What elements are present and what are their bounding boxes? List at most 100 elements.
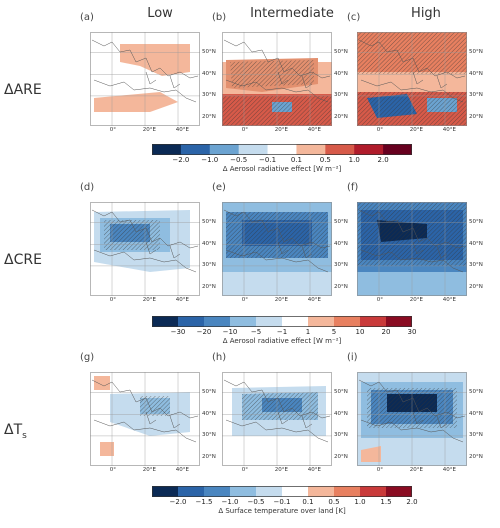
latitude-label: 40°N xyxy=(334,410,348,417)
column-header-high: High xyxy=(411,6,441,21)
colorbar-tick-label: 2.0 xyxy=(377,156,389,164)
longitude-label: 20°E xyxy=(142,467,157,473)
panel-letter: (g) xyxy=(80,352,95,363)
map-frame xyxy=(90,372,200,466)
colorbar-frame xyxy=(152,316,412,327)
latitude-label: 30°N xyxy=(469,432,483,439)
latitude-label: 30°N xyxy=(469,92,483,99)
colorbar-segment xyxy=(282,486,309,497)
map-image xyxy=(90,202,200,296)
colorbar-frame xyxy=(152,144,412,155)
latitude-label: 50°N xyxy=(469,218,483,225)
map-image xyxy=(90,372,200,466)
colorbar-tick-label: −1.5 xyxy=(195,498,213,506)
longitude-label: 40°E xyxy=(307,127,322,133)
colorbar-2: −30 −20 −10 −5 −1 1 5 10 20 30 Δ Aerosol radiative… xyxy=(152,316,416,352)
latitude-label: 30°N xyxy=(334,92,348,99)
colorbar-tick-label: −2.0 xyxy=(172,156,190,164)
colorbar-scale xyxy=(152,486,412,497)
colorbar-segment xyxy=(308,316,335,327)
colorbar-segment xyxy=(209,144,240,155)
longitude-label: 0° xyxy=(376,467,384,473)
latitude-label: 50°N xyxy=(202,48,216,55)
colorbar-tick-label: 1.5 xyxy=(380,498,392,506)
column-header-low: Low xyxy=(147,6,173,21)
map-image xyxy=(357,32,467,126)
map-panel-e: (e) 50°N 40°N 30°N 20°N 0° 20°E 40°E xyxy=(212,182,348,303)
map-image xyxy=(357,202,467,296)
latitude-label: 40°N xyxy=(202,70,216,77)
panel-letter: (e) xyxy=(212,182,226,193)
colorbar-segment xyxy=(204,316,231,327)
colorbar-tick-label: −0.5 xyxy=(247,498,265,506)
column-header-intermediate: Intermediate xyxy=(250,6,334,21)
colorbar-segment xyxy=(334,316,361,327)
longitude-label: 20°E xyxy=(274,297,289,303)
longitude-label: 40°E xyxy=(307,467,322,473)
map-significance-hatch xyxy=(242,392,318,420)
latitude-label: 40°N xyxy=(202,410,216,417)
colorbar-tick-label: 0.1 xyxy=(290,156,302,164)
coastline xyxy=(91,379,199,443)
colorbar-tick-label: −20 xyxy=(196,328,212,336)
map-image xyxy=(222,372,332,466)
longitude-label: 40°E xyxy=(442,467,457,473)
panel-letter: (i) xyxy=(347,352,358,363)
panel-letter: (f) xyxy=(347,182,359,193)
coastline xyxy=(358,379,466,443)
colorbar-segment xyxy=(230,316,257,327)
panel-letter: (b) xyxy=(212,12,227,23)
latitude-label: 30°N xyxy=(469,262,483,269)
longitude-label: 0° xyxy=(376,297,384,303)
colorbar-tick-label: 1.0 xyxy=(354,498,366,506)
map-panel-b: (b) 50°N 40°N 30°N 20°N 0° 20°E 40°E xyxy=(212,12,348,133)
map-panel-f: (f) 50°N 40°N 30°N 20°N 0° 20°E 40°E xyxy=(347,182,483,303)
colorbar-segment xyxy=(256,486,283,497)
latitude-label: 50°N xyxy=(469,48,483,55)
map-panel-h: (h) 50°N 40°N 30°N 20°N 0° 20°E 40°E xyxy=(212,352,348,473)
row-label-cre: ΔCRE xyxy=(4,252,42,268)
map-panel-g: (g) 50°N 40°N 30°N 20°N 0° 20°E 40°E xyxy=(80,352,216,473)
map-frame xyxy=(222,32,332,126)
colorbar-segment xyxy=(383,144,412,155)
row-label-ts-sub: s xyxy=(22,430,27,441)
map-panel-i: (i) 50°N 40°N 30°N 20°N 0° 20°E 40°E xyxy=(347,352,483,473)
latitude-label: 30°N xyxy=(202,262,216,269)
latitude-label: 30°N xyxy=(334,262,348,269)
longitude-label: 20°E xyxy=(274,467,289,473)
colorbar-segment xyxy=(152,316,179,327)
longitude-label: 20°E xyxy=(274,127,289,133)
colorbar-tick-label: 0.5 xyxy=(319,156,331,164)
colorbar-tick-label: −1.0 xyxy=(221,498,239,506)
latitude-label: 20°N xyxy=(469,453,483,460)
longitude-label: 0° xyxy=(241,467,249,473)
longitude-label: 0° xyxy=(241,297,249,303)
latitude-label: 40°N xyxy=(469,70,483,77)
map-image xyxy=(222,32,332,126)
latitude-label: 40°N xyxy=(334,70,348,77)
colorbar-segment xyxy=(360,486,387,497)
colorbar-title: Δ Surface temperature over land [K] xyxy=(218,507,346,515)
colorbar-segment xyxy=(178,486,205,497)
map-image xyxy=(222,202,332,296)
coastline xyxy=(358,39,466,103)
map-field-region xyxy=(94,376,110,390)
colorbar-segment xyxy=(282,316,309,327)
panel-letter: (d) xyxy=(80,182,95,193)
longitude-label: 0° xyxy=(109,297,117,303)
panel-letter: (a) xyxy=(80,12,94,23)
latitude-label: 40°N xyxy=(469,240,483,247)
coastline xyxy=(91,39,199,103)
longitude-label: 20°E xyxy=(409,127,424,133)
row-label-ts-main: ΔT xyxy=(4,422,23,438)
map-significance-hatch xyxy=(230,60,314,88)
latitude-label: 40°N xyxy=(202,240,216,247)
map-frame xyxy=(222,202,332,296)
colorbar-tick-label: 20 xyxy=(381,328,391,336)
map-frame xyxy=(90,202,200,296)
colorbar-segment xyxy=(178,316,205,327)
longitude-label: 40°E xyxy=(307,297,322,303)
colorbar-tick-label: −1 xyxy=(276,328,288,336)
longitude-label: 0° xyxy=(376,127,384,133)
colorbar-tick-label: −2.0 xyxy=(169,498,187,506)
